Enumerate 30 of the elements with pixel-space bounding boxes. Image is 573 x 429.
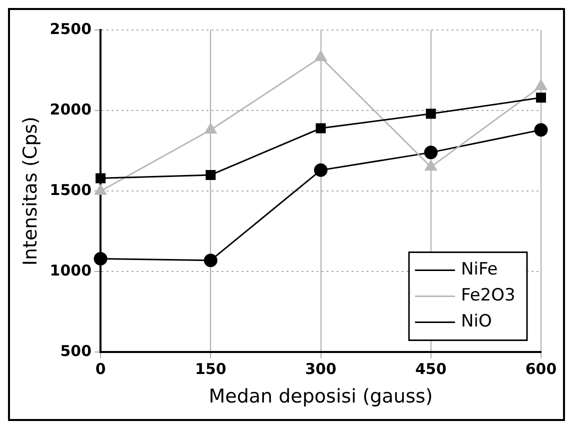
point [424,160,437,171]
point [424,146,438,160]
y-tick-label: 1500 [50,180,92,199]
point [94,184,106,195]
legend-label: NiFe [461,260,498,280]
point [426,108,436,119]
point [535,80,547,90]
point [314,50,327,62]
legend-label: Fe2O3 [461,286,516,306]
point [316,123,326,134]
x-tick-label: 600 [525,360,557,378]
y-tick-label: 1000 [50,262,92,280]
legend-label: NiO [461,312,492,332]
point [314,163,328,177]
x-tick-label: 450 [415,360,447,378]
point [536,92,546,103]
x-axis-title: Medan deposisi (gauss) [208,386,433,408]
y-axis-title: Intensitas (Cps) [19,116,42,266]
point [94,252,108,266]
y-tick-label: 2000 [50,100,92,118]
y-tick-label: 500 [60,342,92,360]
y-tick-label: 2500 [50,20,92,38]
point [96,173,106,184]
point [206,170,216,180]
point [204,254,218,268]
x-tick-label: 300 [305,360,336,378]
x-tick-label: 150 [195,360,226,378]
x-tick-label: 0 [95,360,106,378]
point [534,123,548,137]
point [204,123,217,134]
